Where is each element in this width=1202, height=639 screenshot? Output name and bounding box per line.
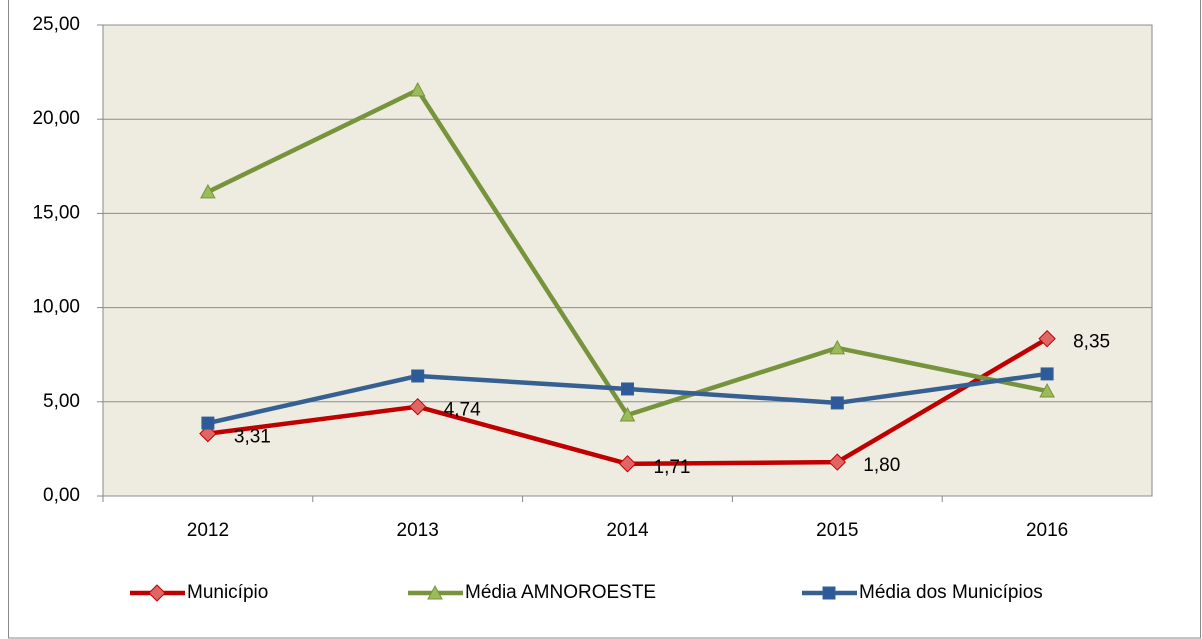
data-point bbox=[408, 397, 427, 416]
x-tick-label: 2013 bbox=[397, 520, 439, 541]
y-tick-label: 25,00 bbox=[32, 14, 80, 35]
data-point bbox=[1038, 329, 1056, 348]
data-label: 1,71 bbox=[654, 457, 691, 478]
x-tick-label: 2016 bbox=[1026, 520, 1068, 541]
x-tick-label: 2014 bbox=[606, 520, 649, 541]
data-point bbox=[409, 81, 426, 97]
data-point bbox=[830, 396, 844, 410]
data-point bbox=[1039, 383, 1055, 398]
data-point bbox=[619, 406, 636, 422]
x-tick-label: 2015 bbox=[816, 520, 858, 541]
legend-label: Média AMNOROESTE bbox=[465, 582, 656, 603]
data-point bbox=[199, 424, 217, 443]
data-point bbox=[829, 339, 846, 355]
y-tick-label: 5,00 bbox=[43, 391, 80, 412]
data-label: 4,74 bbox=[444, 400, 481, 421]
data-label: 3,31 bbox=[234, 427, 271, 448]
y-tick-label: 0,00 bbox=[43, 485, 80, 506]
y-tick-label: 15,00 bbox=[32, 202, 80, 223]
y-tick-label: 10,00 bbox=[32, 297, 80, 318]
data-point bbox=[201, 416, 215, 430]
y-tick-label: 20,00 bbox=[32, 108, 80, 129]
data-point bbox=[828, 453, 847, 471]
legend-label: Média dos Municípios bbox=[859, 582, 1043, 603]
legend-marker bbox=[148, 584, 166, 602]
data-point bbox=[618, 455, 637, 473]
data-point bbox=[411, 369, 425, 383]
x-tick-label: 2012 bbox=[187, 520, 229, 541]
data-label: 1,80 bbox=[863, 455, 900, 476]
legend-label: Município bbox=[187, 582, 268, 603]
legend-marker bbox=[822, 586, 836, 600]
data-point bbox=[1040, 367, 1054, 381]
legend-marker bbox=[427, 584, 443, 600]
data-point bbox=[621, 382, 634, 396]
data-point bbox=[200, 183, 216, 199]
data-label: 8,35 bbox=[1073, 332, 1110, 353]
